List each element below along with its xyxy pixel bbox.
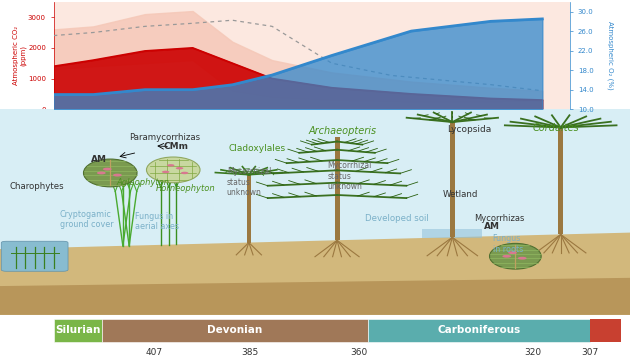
Circle shape (502, 255, 511, 258)
FancyBboxPatch shape (422, 229, 482, 238)
Text: Aglaophyton: Aglaophyton (117, 178, 169, 187)
Ellipse shape (83, 159, 137, 187)
Text: AM: AM (484, 222, 500, 231)
Text: Cryptogamic
ground cover: Cryptogamic ground cover (60, 210, 113, 229)
Bar (335, 138, 340, 240)
Polygon shape (0, 233, 630, 315)
Text: Developed soil: Developed soil (365, 214, 429, 223)
Text: Horneophyton: Horneophyton (156, 184, 216, 193)
Circle shape (508, 251, 517, 254)
Text: Carboniferous: Carboniferous (437, 325, 520, 335)
Circle shape (103, 168, 112, 171)
Text: Mycorrhizas: Mycorrhizas (474, 214, 525, 223)
Text: 307: 307 (581, 348, 598, 357)
FancyBboxPatch shape (0, 109, 630, 253)
Text: Cordaites: Cordaites (532, 123, 579, 133)
Bar (450, 122, 455, 237)
Polygon shape (0, 278, 630, 315)
Text: Wetland: Wetland (443, 190, 478, 199)
Bar (54, 318, 101, 342)
Bar (367, 318, 590, 342)
Text: Cladoxylales: Cladoxylales (229, 144, 286, 153)
FancyBboxPatch shape (1, 241, 68, 271)
Ellipse shape (146, 157, 200, 183)
Circle shape (176, 167, 183, 170)
Text: Archaeopteris: Archaeopteris (309, 126, 377, 136)
Text: 385: 385 (241, 348, 258, 357)
Ellipse shape (490, 244, 541, 269)
Circle shape (162, 171, 169, 173)
Text: Charophytes: Charophytes (9, 182, 64, 191)
Text: Fungus in
aerial axes: Fungus in aerial axes (135, 211, 180, 231)
Circle shape (167, 164, 175, 167)
Text: Lycopsida: Lycopsida (447, 125, 491, 134)
Circle shape (113, 174, 122, 177)
Bar (558, 127, 563, 234)
Text: CMm: CMm (164, 142, 189, 151)
Text: Fungus
in roots: Fungus in roots (493, 234, 523, 254)
Text: 360: 360 (350, 348, 367, 357)
Circle shape (518, 257, 527, 260)
Bar (101, 318, 367, 342)
Text: Devonian: Devonian (207, 325, 262, 335)
Text: AM: AM (91, 155, 107, 164)
Text: Mycorrhizal
status
unknown: Mycorrhizal status unknown (328, 161, 372, 191)
Circle shape (181, 172, 188, 174)
Y-axis label: Atmospheric CO₂
(ppm): Atmospheric CO₂ (ppm) (13, 26, 26, 85)
Bar (247, 175, 251, 242)
Text: 320: 320 (525, 348, 542, 357)
Text: 407: 407 (146, 348, 163, 357)
Text: Mycorrhizal
status
unknown: Mycorrhizal status unknown (227, 167, 271, 197)
Y-axis label: Atmospheric O₂ (%): Atmospheric O₂ (%) (607, 21, 614, 90)
Bar (590, 318, 621, 342)
Text: Silurian: Silurian (55, 325, 100, 335)
Circle shape (97, 171, 106, 174)
Text: Paramycorrhizas: Paramycorrhizas (129, 134, 200, 142)
